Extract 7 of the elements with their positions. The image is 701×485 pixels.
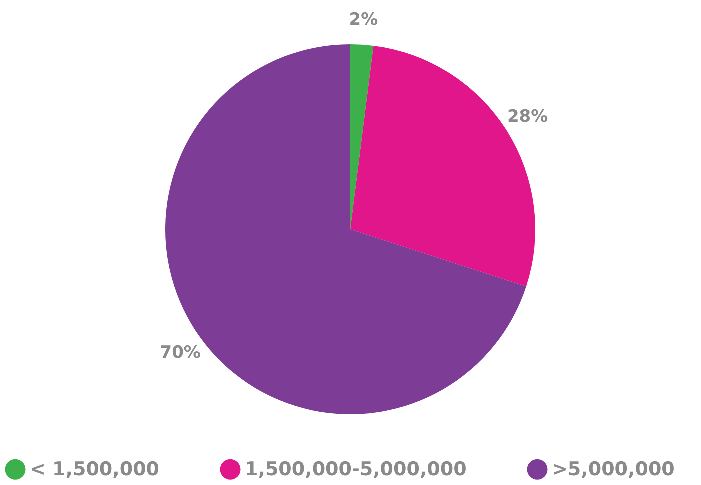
data-label: 28%: [507, 106, 548, 127]
data-label: 70%: [160, 342, 201, 363]
legend-label: < 1,500,000: [30, 458, 160, 481]
legend-label: >5,000,000: [552, 458, 675, 481]
legend-label: 1,500,000-5,000,000: [245, 458, 467, 481]
pie-slice: [350, 44, 374, 230]
data-label: 2%: [349, 10, 378, 30]
